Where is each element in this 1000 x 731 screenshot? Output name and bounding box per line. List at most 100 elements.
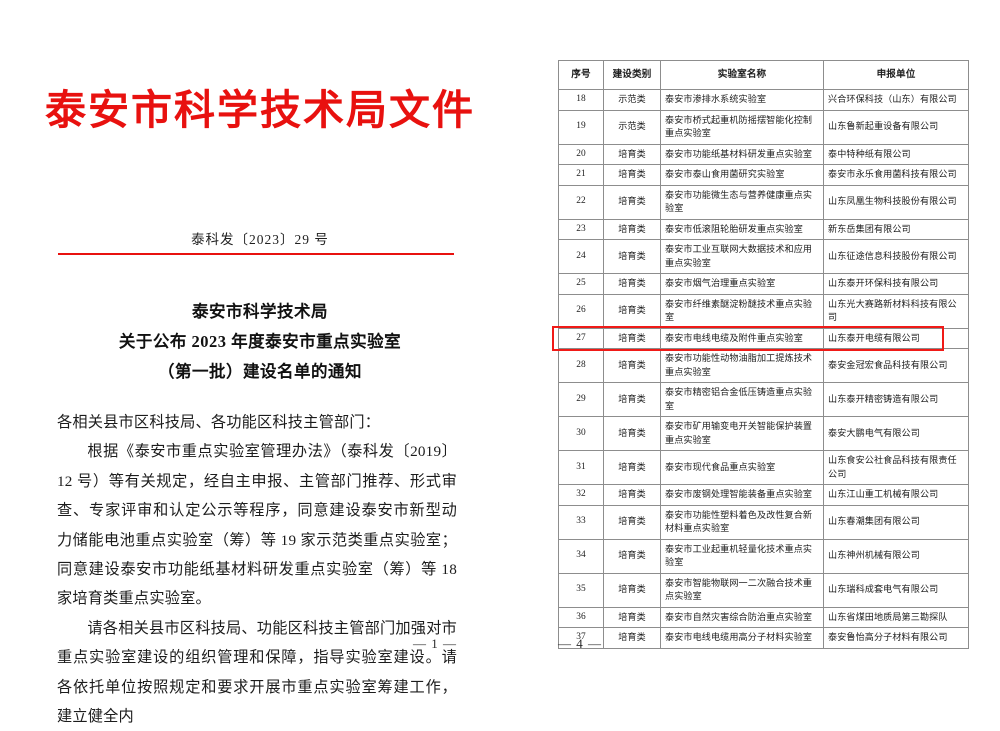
cell-lab-name: 泰安市烟气治理重点实验室 [660, 273, 824, 295]
cell-unit: 山东江山重工机械有限公司 [823, 484, 969, 506]
page-title-line-3: （第一批）建设名单的通知 [158, 362, 362, 381]
cell-no: 29 [558, 382, 604, 417]
cell-lab-name: 泰安市现代食品重点实验室 [660, 450, 824, 485]
page-title-line-1: 泰安市科学技术局 [192, 302, 328, 321]
cell-unit: 泰安鲁怡高分子材料有限公司 [823, 627, 969, 649]
table-row: 35 培育类 泰安市智能物联网一二次融合技术重点实验室 山东瑞科成套电气有限公司 [558, 572, 969, 608]
column-header-unit: 申报单位 [823, 60, 969, 90]
cell-no: 36 [558, 606, 604, 628]
document-page-1: 泰安市科学技术局文件 泰科发〔2023〕29 号 泰安市科学技术局 关于公布 2… [40, 87, 480, 725]
cell-lab-name: 泰安市工业起重机轻量化技术重点实验室 [660, 538, 824, 574]
cell-category: 培育类 [603, 606, 661, 628]
table-row: 27 培育类 泰安市电线电缆及附件重点实验室 山东泰开电缆有限公司 [558, 327, 969, 349]
cell-category: 培育类 [603, 348, 661, 383]
table-row: 31 培育类 泰安市现代食品重点实验室 山东食安公社食品科技有限责任公司 [558, 450, 969, 485]
cell-category: 培育类 [603, 450, 661, 485]
table-row: 33 培育类 泰安市功能性塑料着色及改性复合新材料重点实验室 山东春潮集团有限公司 [558, 504, 969, 540]
table-header: 序号 建设类别 实验室名称 申报单位 [558, 60, 969, 90]
cell-unit: 山东鲁新起重设备有限公司 [823, 109, 969, 145]
cell-no: 26 [558, 293, 604, 329]
page-number-footer-left: — 1 — [413, 636, 457, 651]
table-row: 30 培育类 泰安市矿用输变电开关智能保护装置重点实验室 泰安大鹏电气有限公司 [558, 416, 969, 451]
cell-category: 培育类 [603, 293, 661, 329]
cell-category: 培育类 [603, 327, 661, 349]
cell-lab-name: 泰安市功能性动物油脂加工提炼技术重点实验室 [660, 348, 824, 383]
cell-unit: 山东凤凰生物科技股份有限公司 [823, 184, 969, 220]
cell-unit: 新东岳集团有限公司 [823, 218, 969, 240]
table-row: 37 培育类 泰安市电线电缆用高分子材料实验室 泰安鲁怡高分子材料有限公司 [558, 627, 969, 649]
cell-unit: 山东食安公社食品科技有限责任公司 [823, 450, 969, 485]
cell-category: 培育类 [603, 538, 661, 574]
column-header-no: 序号 [558, 60, 604, 90]
table-row: 18 示范类 泰安市渗排水系统实验室 兴合环保科技（山东）有限公司 [558, 89, 969, 111]
cell-category: 培育类 [603, 416, 661, 451]
cell-no: 21 [558, 164, 604, 186]
cell-lab-name: 泰安市工业互联网大数据技术和应用重点实验室 [660, 239, 824, 274]
cell-no: 35 [558, 572, 604, 608]
body-paragraph-2: 请各相关县市区科技局、功能区科技主管部门加强对市重点实验室建设的组织管理和保障，… [57, 619, 457, 726]
cell-no: 23 [558, 218, 604, 240]
cell-unit: 泰安大鹏电气有限公司 [823, 416, 969, 451]
cell-lab-name: 泰安市低滚阻轮胎研发重点实验室 [660, 218, 824, 240]
cell-lab-name: 泰安市自然灾害综合防治重点实验室 [660, 606, 824, 628]
body-paragraph-1: 根据《泰安市重点实验室管理办法》（泰科发〔2019〕12 号）等有关规定，经自主… [57, 443, 457, 608]
document-number: 泰科发〔2023〕29 号 [191, 232, 329, 247]
cell-lab-name: 泰安市功能性塑料着色及改性复合新材料重点实验室 [660, 504, 824, 540]
cell-lab-name: 泰安市矿用输变电开关智能保护装置重点实验室 [660, 416, 824, 451]
document-masthead-title: 泰安市科学技术局文件 [45, 87, 475, 133]
cell-category: 培育类 [603, 184, 661, 220]
cell-no: 32 [558, 484, 604, 506]
table-row: 28 培育类 泰安市功能性动物油脂加工提炼技术重点实验室 泰安金冠宏食品科技有限公司 [558, 348, 969, 383]
cell-no: 27 [558, 327, 604, 349]
cell-no: 22 [558, 184, 604, 220]
cell-no: 37 [558, 627, 604, 649]
body-paragraph-salutation: 各相关县市区科技局、各功能区科技主管部门： [57, 414, 381, 431]
cell-lab-name: 泰安市泰山食用菌研究实验室 [660, 164, 824, 186]
page-number-footer-right: — 4 — [558, 636, 602, 651]
cell-lab-name: 泰安市电线电缆用高分子材料实验室 [660, 627, 824, 649]
table-row: 29 培育类 泰安市精密铝合金低压铸造重点实验室 山东泰开精密铸造有限公司 [558, 382, 969, 417]
cell-category: 培育类 [603, 143, 661, 165]
page-title-line-2: 关于公布 2023 年度泰安市重点实验室 [118, 332, 402, 351]
cell-no: 31 [558, 450, 604, 485]
cell-unit: 山东神州机械有限公司 [823, 538, 969, 574]
cell-unit: 山东泰开电缆有限公司 [823, 327, 969, 349]
cell-unit: 山东征途信息科技股份有限公司 [823, 239, 969, 274]
cell-no: 30 [558, 416, 604, 451]
cell-unit: 山东泰开环保科技有限公司 [823, 273, 969, 295]
cell-unit: 山东省煤田地质局第三勘探队 [823, 606, 969, 628]
cell-unit: 泰中特种纸有限公司 [823, 143, 969, 165]
cell-category: 培育类 [603, 627, 661, 649]
cell-lab-name: 泰安市纤维素醚淀粉醚技术重点实验室 [660, 293, 824, 329]
cell-category: 培育类 [603, 382, 661, 417]
cell-category: 培育类 [603, 239, 661, 274]
table-row: 32 培育类 泰安市废钢处理智能装备重点实验室 山东江山重工机械有限公司 [558, 484, 969, 506]
cell-no: 19 [558, 109, 604, 145]
cell-no: 20 [558, 143, 604, 165]
cell-lab-name: 泰安市功能纸基材料研发重点实验室 [660, 143, 824, 165]
cell-unit: 山东瑞科成套电气有限公司 [823, 572, 969, 608]
cell-no: 33 [558, 504, 604, 540]
cell-no: 28 [558, 348, 604, 383]
cell-unit: 兴合环保科技（山东）有限公司 [823, 89, 969, 111]
table-row: 19 示范类 泰安市桥式起重机防摇摆智能化控制重点实验室 山东鲁新起重设备有限公司 [558, 109, 969, 145]
cell-lab-name: 泰安市电线电缆及附件重点实验室 [660, 327, 824, 349]
cell-category: 培育类 [603, 164, 661, 186]
cell-no: 24 [558, 239, 604, 274]
column-header-category: 建设类别 [603, 60, 661, 90]
cell-no: 25 [558, 273, 604, 295]
cell-no: 18 [558, 89, 604, 111]
table-row: 36 培育类 泰安市自然灾害综合防治重点实验室 山东省煤田地质局第三勘探队 [558, 606, 969, 628]
cell-lab-name: 泰安市废钢处理智能装备重点实验室 [660, 484, 824, 506]
page-title: 泰安市科学技术局 关于公布 2023 年度泰安市重点实验室 （第一批）建设名单的… [40, 297, 480, 387]
table-row: 20 培育类 泰安市功能纸基材料研发重点实验室 泰中特种纸有限公司 [558, 143, 969, 165]
cell-category: 示范类 [603, 89, 661, 111]
cell-lab-name: 泰安市功能微生态与营养健康重点实验室 [660, 184, 824, 220]
cell-unit: 山东光大赛路新材料科技有限公司 [823, 293, 969, 329]
cell-no: 34 [558, 538, 604, 574]
cell-category: 培育类 [603, 504, 661, 540]
cell-lab-name: 泰安市精密铝合金低压铸造重点实验室 [660, 382, 824, 417]
column-header-lab-name: 实验室名称 [660, 60, 824, 90]
cell-lab-name: 泰安市智能物联网一二次融合技术重点实验室 [660, 572, 824, 608]
cell-lab-name: 泰安市桥式起重机防摇摆智能化控制重点实验室 [660, 109, 824, 145]
